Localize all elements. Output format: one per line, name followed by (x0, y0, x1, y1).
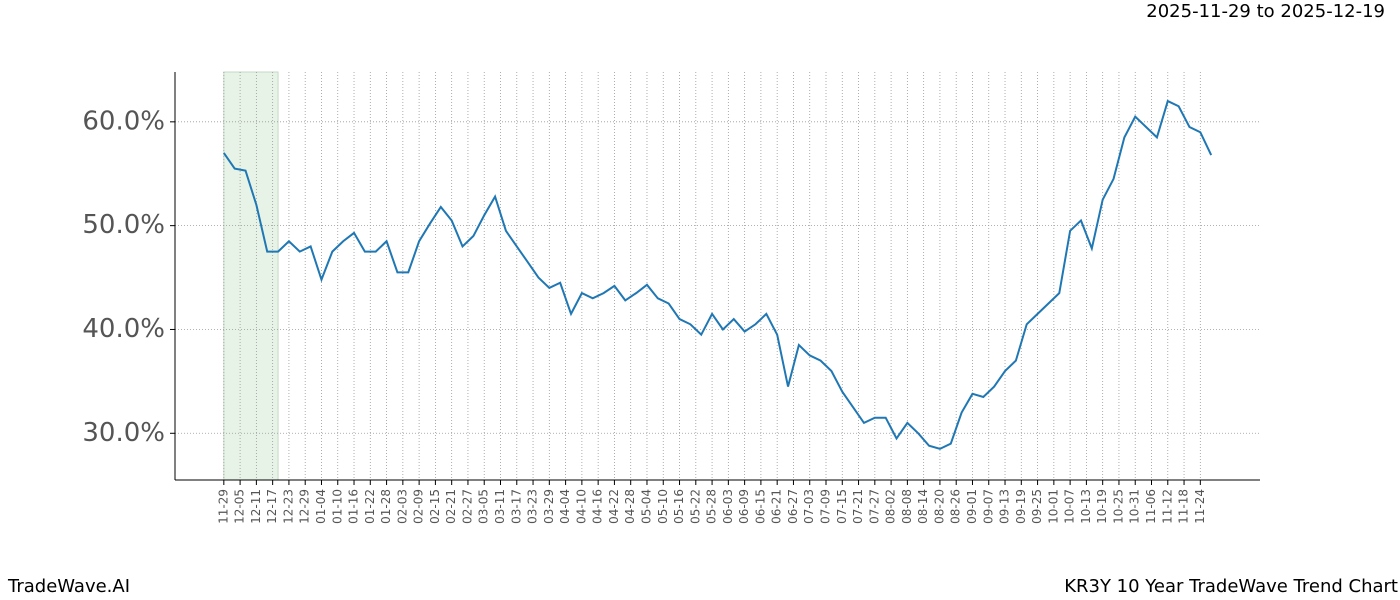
x-tick-label: 02-03 (395, 489, 409, 524)
x-tick-label: 06-15 (753, 489, 767, 524)
x-tick-label: 07-09 (819, 489, 833, 524)
x-tick-label: 04-16 (591, 489, 605, 524)
x-tick-label: 01-10 (330, 489, 344, 524)
x-tick-label: 09-13 (998, 489, 1012, 524)
x-tick-label: 12-11 (249, 489, 263, 524)
y-tick-label: 60.0% (82, 106, 165, 136)
x-tick-label: 01-04 (314, 489, 328, 524)
x-tick-label: 07-03 (802, 489, 816, 524)
x-tick-label: 10-31 (1128, 489, 1142, 524)
x-tick-label: 10-01 (1046, 489, 1060, 524)
x-tick-label: 05-22 (688, 489, 702, 524)
x-tick-label: 11-18 (1177, 489, 1191, 524)
trend-line (223, 99, 1213, 450)
x-tick-label: 07-21 (851, 489, 865, 524)
x-tick-label: 12-29 (298, 489, 312, 524)
x-tick-label: 03-05 (477, 489, 491, 524)
x-tick-label: 03-17 (509, 489, 523, 524)
y-tick-label: 30.0% (82, 418, 165, 448)
x-tick-label: 09-25 (1030, 489, 1044, 524)
x-tick-label: 03-23 (526, 489, 540, 524)
x-tick-label: 02-21 (444, 489, 458, 524)
x-tick-label: 02-09 (412, 489, 426, 524)
x-tick-label: 05-04 (639, 489, 653, 524)
x-tick-label: 10-07 (1063, 489, 1077, 524)
x-tick-label: 09-07 (981, 489, 995, 524)
x-tick-label: 05-16 (672, 489, 686, 524)
x-tick-label: 06-21 (770, 489, 784, 524)
x-tick-label: 06-03 (721, 489, 735, 524)
x-tick-label: 04-10 (574, 489, 588, 524)
x-tick-label: 06-27 (786, 489, 800, 524)
x-tick-label: 07-27 (867, 489, 881, 524)
x-tick-label: 02-15 (428, 489, 442, 524)
x-tick-label: 08-14 (916, 489, 930, 524)
x-tick-label: 05-28 (705, 489, 719, 524)
x-tick-label: 01-28 (379, 489, 393, 524)
x-tick-label: 08-20 (932, 489, 946, 524)
x-tick-label: 05-10 (656, 489, 670, 524)
x-tick-label: 12-23 (281, 489, 295, 524)
x-tick-label: 04-28 (623, 489, 637, 524)
x-tick-label: 01-16 (347, 489, 361, 524)
footer-right: KR3Y 10 Year TradeWave Trend Chart (1064, 576, 1398, 597)
y-tick-label: 50.0% (82, 210, 165, 240)
footer-left: TradeWave.AI (7, 576, 130, 597)
x-tick-label: 01-22 (363, 489, 377, 524)
highlight-band (223, 71, 279, 481)
x-tick-label: 06-09 (737, 489, 751, 524)
x-tick-label: 10-19 (1095, 489, 1109, 524)
x-tick-label: 09-19 (1014, 489, 1028, 524)
x-tick-label: 11-29 (216, 489, 230, 524)
y-tick-label: 40.0% (82, 314, 165, 344)
x-tick-label: 08-26 (949, 489, 963, 524)
chart-title: 2025-11-29 to 2025-12-19 (1146, 1, 1385, 22)
x-tick-label: 04-22 (607, 489, 621, 524)
x-tick-label: 09-01 (965, 489, 979, 524)
x-tick-label: 04-04 (558, 489, 572, 524)
x-tick-label: 10-25 (1111, 489, 1125, 524)
x-tick-label: 03-29 (542, 489, 556, 524)
x-tick-label: 11-06 (1144, 489, 1158, 524)
x-tick-label: 03-11 (493, 489, 507, 524)
x-tick-label: 10-13 (1079, 489, 1093, 524)
x-tick-label: 02-27 (460, 489, 474, 524)
x-tick-label: 12-17 (265, 489, 279, 524)
x-tick-label: 08-08 (900, 489, 914, 524)
x-tick-label: 12-05 (233, 489, 247, 524)
x-tick-label: 07-15 (835, 489, 849, 524)
x-tick-label: 08-02 (884, 489, 898, 524)
x-tick-label: 11-24 (1193, 489, 1207, 524)
x-tick-label: 11-12 (1160, 489, 1174, 524)
